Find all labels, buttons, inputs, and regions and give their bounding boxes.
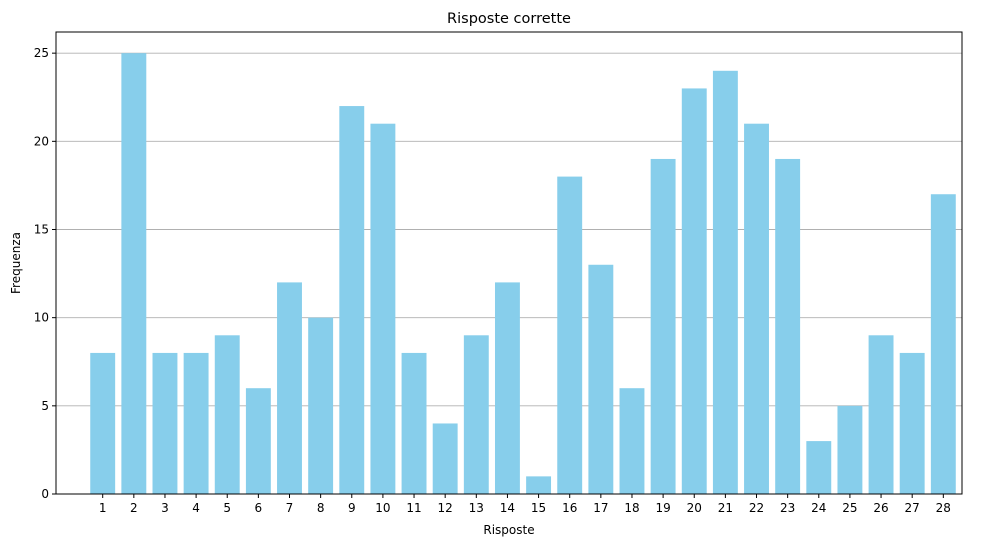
x-tick-label: 20 bbox=[687, 501, 702, 515]
y-tick-label: 20 bbox=[34, 134, 49, 148]
x-tick-label: 14 bbox=[500, 501, 515, 515]
x-tick-label: 1 bbox=[99, 501, 107, 515]
x-tick-label: 27 bbox=[905, 501, 920, 515]
bar-5 bbox=[214, 335, 240, 494]
bar-13 bbox=[463, 335, 489, 494]
x-tick-label: 9 bbox=[348, 501, 356, 515]
bar-22 bbox=[744, 123, 769, 495]
bar-8 bbox=[308, 317, 334, 494]
x-tick-label: 2 bbox=[130, 501, 138, 515]
x-tick-label: 21 bbox=[718, 501, 733, 515]
x-tick-label: 8 bbox=[317, 501, 325, 515]
x-tick-label: 22 bbox=[749, 501, 764, 515]
x-tick-label: 25 bbox=[842, 501, 857, 515]
bar-20 bbox=[681, 88, 707, 494]
bar-26 bbox=[868, 335, 894, 494]
y-tick-label: 10 bbox=[34, 311, 49, 325]
x-tick-label: 26 bbox=[873, 501, 888, 515]
x-tick-label: 16 bbox=[562, 501, 577, 515]
x-tick-label: 15 bbox=[531, 501, 546, 515]
x-tick-label: 19 bbox=[655, 501, 670, 515]
bar-6 bbox=[245, 388, 271, 494]
x-tick-label: 12 bbox=[438, 501, 453, 515]
bar-14 bbox=[494, 282, 520, 494]
bar-27 bbox=[899, 352, 925, 494]
x-tick-label: 4 bbox=[192, 501, 200, 515]
bar-21 bbox=[712, 70, 738, 495]
x-tick-label: 3 bbox=[161, 501, 169, 515]
x-tick-label: 18 bbox=[624, 501, 639, 515]
x-tick-label: 10 bbox=[375, 501, 390, 515]
bar-25 bbox=[837, 405, 863, 494]
y-tick-label: 25 bbox=[34, 46, 49, 60]
x-tick-label: 5 bbox=[223, 501, 231, 515]
y-tick-label: 5 bbox=[41, 399, 49, 413]
y-tick-label: 15 bbox=[34, 222, 49, 236]
x-tick-label: 7 bbox=[286, 501, 294, 515]
bar-2 bbox=[121, 53, 147, 494]
chart-title: Risposte corrette bbox=[447, 11, 571, 27]
bar-1 bbox=[90, 352, 116, 494]
bar-10 bbox=[370, 123, 396, 495]
x-tick-label: 13 bbox=[469, 501, 484, 515]
x-tick-label: 24 bbox=[811, 501, 826, 515]
x-tick-label: 11 bbox=[406, 501, 421, 515]
bar-4 bbox=[183, 352, 209, 494]
y-tick-label: 0 bbox=[41, 487, 49, 501]
bar-15 bbox=[526, 476, 552, 494]
bars bbox=[90, 53, 956, 495]
x-tick-label: 23 bbox=[780, 501, 795, 515]
bar-18 bbox=[619, 388, 645, 494]
x-tick-label: 6 bbox=[255, 501, 263, 515]
bar-28 bbox=[930, 194, 956, 494]
bar-16 bbox=[557, 176, 583, 495]
bar-19 bbox=[650, 158, 676, 494]
bar-9 bbox=[339, 106, 365, 494]
x-tick-label: 17 bbox=[593, 501, 608, 515]
bar-7 bbox=[277, 282, 302, 494]
y-axis-title: Frequenza bbox=[9, 232, 23, 294]
bar-12 bbox=[432, 423, 458, 494]
bar-17 bbox=[588, 264, 614, 494]
bar-23 bbox=[775, 158, 801, 494]
bar-3 bbox=[152, 352, 178, 494]
x-axis-title: Risposte bbox=[483, 523, 534, 537]
plot-frame bbox=[55, 31, 963, 495]
bar-11 bbox=[401, 352, 427, 494]
bar-24 bbox=[806, 441, 832, 494]
x-tick-label: 28 bbox=[936, 501, 951, 515]
